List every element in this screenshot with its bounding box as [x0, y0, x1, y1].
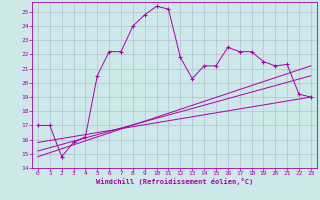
X-axis label: Windchill (Refroidissement éolien,°C): Windchill (Refroidissement éolien,°C)	[96, 178, 253, 185]
